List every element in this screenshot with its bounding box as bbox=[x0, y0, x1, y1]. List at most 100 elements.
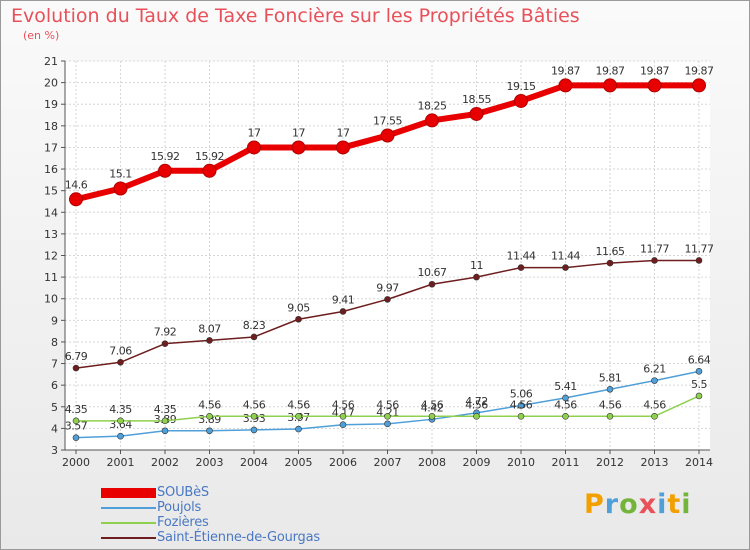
data-point bbox=[72, 434, 80, 441]
data-point bbox=[72, 417, 80, 425]
data-label: 9.97 bbox=[376, 281, 399, 294]
logo-letter: i bbox=[681, 489, 692, 520]
data-label: 11.77 bbox=[640, 242, 669, 255]
data-label: 4.35 bbox=[109, 403, 132, 416]
data-label: 18.25 bbox=[418, 99, 447, 112]
x-tick-label: 2007 bbox=[374, 456, 402, 469]
data-point bbox=[295, 425, 302, 433]
data-label: 5.41 bbox=[554, 380, 577, 393]
data-label: 9.05 bbox=[287, 301, 310, 314]
logo-letter: t bbox=[667, 489, 682, 520]
y-tick-label: 16 bbox=[44, 163, 58, 176]
data-point bbox=[117, 417, 124, 425]
data-label: 17 bbox=[292, 126, 305, 139]
data-point bbox=[206, 427, 213, 435]
data-label: 4.56 bbox=[243, 398, 266, 411]
series-saint-tienne-de-gourgas: 6.79 7.06 7.92 8.07 8.23 9.05 9.41 9.97 10.67 11 1… bbox=[65, 242, 714, 372]
legend-label: Saint-Étienne-de-Gourgas bbox=[157, 530, 320, 545]
data-point bbox=[695, 368, 703, 375]
legend-label: SOUBèS bbox=[157, 485, 209, 500]
data-point bbox=[250, 426, 258, 434]
logo-letter: x bbox=[638, 489, 658, 520]
data-label: 18.55 bbox=[462, 93, 491, 106]
data-point bbox=[384, 420, 391, 428]
proxiti-logo: Proxiti bbox=[584, 489, 692, 520]
data-label: 3.57 bbox=[65, 420, 88, 433]
series-soub-s: 14.6 15.1 15.92 15.92 17 17 17 17.55 18.25 18.55 1… bbox=[65, 64, 714, 207]
data-label: 14.6 bbox=[65, 178, 88, 191]
data-label: 15.1 bbox=[109, 168, 132, 181]
y-tick-label: 21 bbox=[44, 55, 58, 68]
legend-item: Fozières bbox=[101, 515, 209, 530]
y-tick-label: 17 bbox=[44, 141, 58, 154]
data-point bbox=[651, 257, 658, 264]
y-tick-label: 14 bbox=[44, 206, 58, 219]
x-tick-label: 2002 bbox=[151, 456, 179, 469]
y-tick-label: 18 bbox=[44, 120, 58, 133]
y-tick-label: 12 bbox=[44, 250, 58, 263]
data-point bbox=[558, 78, 573, 93]
data-label: 4.72 bbox=[465, 395, 488, 408]
data-point bbox=[606, 385, 614, 393]
data-point bbox=[161, 340, 169, 347]
data-point bbox=[562, 264, 569, 271]
y-tick-label: 13 bbox=[44, 228, 58, 241]
data-label: 4.56 bbox=[421, 398, 444, 411]
data-point bbox=[117, 432, 124, 440]
y-tick-label: 11 bbox=[44, 271, 58, 284]
unit-label: (en %) bbox=[23, 29, 60, 42]
data-label: 4.56 bbox=[465, 398, 488, 411]
data-label: 4.42 bbox=[421, 401, 444, 414]
data-point bbox=[425, 113, 439, 128]
data-point bbox=[117, 358, 124, 366]
data-point bbox=[202, 163, 217, 178]
x-tick-label: 2001 bbox=[107, 456, 135, 469]
data-point bbox=[250, 412, 258, 420]
data-point bbox=[517, 412, 525, 420]
data-label: 17 bbox=[337, 126, 350, 139]
x-tick-label: 2006 bbox=[329, 456, 357, 469]
data-label: 5.06 bbox=[510, 387, 533, 400]
data-point bbox=[384, 412, 391, 420]
x-tick-label: 2000 bbox=[62, 456, 90, 469]
x-tick-label: 2012 bbox=[596, 456, 624, 469]
data-point bbox=[606, 259, 614, 267]
data-label: 4.56 bbox=[643, 398, 666, 411]
data-point bbox=[113, 181, 128, 196]
x-tick-label: 2005 bbox=[285, 456, 313, 469]
x-tick-label: 2009 bbox=[463, 456, 491, 469]
data-point bbox=[692, 78, 706, 93]
data-label: 19.87 bbox=[685, 64, 714, 77]
data-label: 11.44 bbox=[551, 250, 580, 263]
data-point bbox=[514, 93, 528, 108]
x-tick-label: 2011 bbox=[552, 456, 580, 469]
data-point bbox=[336, 140, 350, 155]
data-label: 4.56 bbox=[287, 398, 310, 411]
data-label: 17 bbox=[248, 126, 261, 139]
x-tick-label: 2004 bbox=[240, 456, 268, 469]
data-label: 7.06 bbox=[109, 344, 132, 357]
y-tick-label: 20 bbox=[44, 77, 58, 90]
logo-letter: i bbox=[657, 489, 668, 520]
legend-label: Fozières bbox=[157, 515, 209, 530]
data-point bbox=[517, 264, 525, 271]
data-label: 19.87 bbox=[551, 64, 580, 77]
data-point bbox=[339, 421, 347, 429]
data-label: 4.56 bbox=[332, 398, 355, 411]
data-label: 4.56 bbox=[510, 398, 533, 411]
data-point bbox=[295, 412, 302, 420]
legend-swatch bbox=[101, 521, 156, 524]
data-label: 11.65 bbox=[596, 245, 625, 258]
x-tick-label: 2014 bbox=[685, 456, 713, 469]
data-label: 4.56 bbox=[376, 398, 399, 411]
data-point bbox=[428, 412, 436, 420]
data-point bbox=[161, 427, 169, 435]
legend-swatch bbox=[101, 536, 156, 539]
data-label: 7.92 bbox=[154, 326, 177, 339]
data-point bbox=[695, 392, 703, 400]
data-point bbox=[291, 140, 306, 155]
data-label: 5.81 bbox=[599, 371, 622, 384]
data-point bbox=[384, 296, 391, 303]
data-label: 4.56 bbox=[599, 398, 622, 411]
